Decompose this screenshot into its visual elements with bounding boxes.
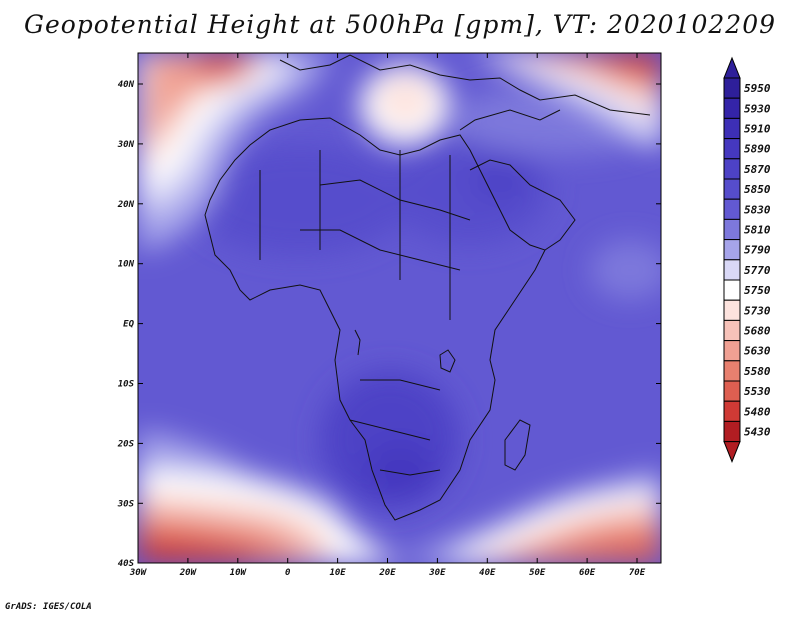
lon-label: 60E [579, 568, 596, 578]
lon-label: 20E [378, 568, 396, 578]
lon-label: 40E [479, 568, 496, 578]
colorbar-label: 5910 [744, 123, 771, 136]
lon-label: 10E [329, 568, 346, 578]
colorbar-swatch [723, 360, 741, 382]
grads-credit: GrADS: IGES/COLA [5, 602, 92, 612]
plot-frame [137, 52, 662, 564]
colorbar-swatch [723, 299, 741, 321]
colorbar-swatch [723, 178, 741, 200]
colorbar-min-arrow [723, 441, 741, 463]
colorbar-swatch [723, 380, 741, 402]
lat-label: 40N [118, 80, 135, 90]
colorbar-swatch [723, 259, 741, 281]
colorbar-label: 5630 [744, 345, 771, 358]
colorbar-label: 5580 [744, 365, 771, 378]
lon-label: 50E [529, 568, 546, 578]
colorbar-swatch [723, 218, 741, 241]
lat-label: EQ [123, 320, 134, 330]
colorbar-swatch [723, 400, 741, 422]
colorbar-label: 5730 [744, 304, 771, 317]
colorbar-label: 5950 [744, 82, 771, 95]
lon-label: 0 [285, 568, 291, 578]
colorbar-swatch [723, 198, 741, 220]
lat-label: 10N [118, 260, 135, 270]
colorbar: 5950 5930 5910 5890 5870 5850 5830 5810 5790 5770… [723, 56, 771, 463]
colorbar-label: 5680 [744, 325, 771, 338]
colorbar-label: 5770 [744, 264, 771, 277]
latitude-axis: 40N 30N 20N 10N EQ 10S 20S 30S 40S [117, 80, 661, 569]
colorbar-max-arrow [723, 56, 741, 79]
height-field [138, 53, 661, 563]
colorbar-label: 5530 [744, 385, 771, 398]
colorbar-swatch [723, 77, 741, 99]
colorbar-swatch [723, 117, 741, 140]
lon-label: 30E [428, 568, 446, 578]
colorbar-swatch [723, 319, 741, 342]
lon-label: 20W [179, 568, 198, 578]
longitude-axis: 30W 20W 10W 0 10E 20E 30E 40E 50E 60E 70E [129, 53, 646, 578]
colorbar-swatch [723, 97, 741, 119]
colorbar-label: 5810 [744, 224, 771, 237]
lat-label: 20S [117, 439, 135, 449]
colorbar-swatch [723, 340, 741, 362]
coastlines [204, 54, 651, 521]
colorbar-label: 5790 [744, 244, 771, 257]
colorbar-label: 5750 [744, 284, 771, 297]
lat-label: 30S [117, 499, 135, 509]
colorbar-swatch [723, 420, 741, 443]
lat-label: 40S [118, 559, 135, 569]
lat-label: 20N [117, 200, 135, 210]
colorbar-swatch [723, 239, 741, 261]
lon-label: 10W [230, 568, 248, 578]
colorbar-swatch [723, 279, 741, 301]
colorbar-label: 5430 [744, 426, 771, 439]
colorbar-label: 5870 [744, 163, 771, 176]
colorbar-swatch [723, 138, 741, 160]
colorbar-label: 5890 [744, 143, 771, 156]
colorbar-label: 5480 [744, 405, 771, 418]
lon-label: 30W [129, 568, 148, 578]
lat-label: 30N [117, 140, 135, 150]
colorbar-label: 5850 [744, 183, 771, 196]
map-title: Geopotential Height at 500hPa [gpm], VT:… [23, 10, 777, 39]
lon-label: 70E [629, 568, 646, 578]
colorbar-label: 5930 [744, 102, 771, 115]
colorbar-label: 5830 [744, 203, 771, 216]
lat-label: 10S [118, 380, 135, 390]
colorbar-swatch [723, 158, 741, 180]
